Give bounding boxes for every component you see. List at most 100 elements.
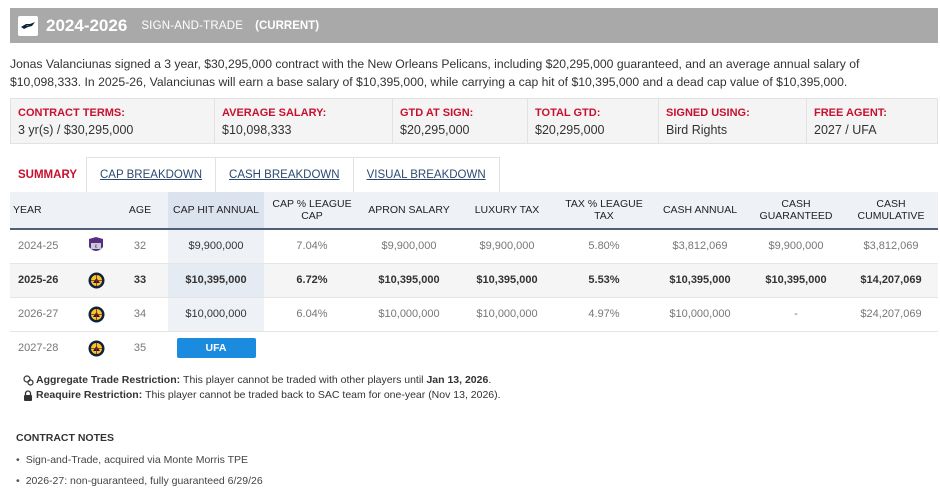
table-row: 2026-27 34 $10,000,000 6.04% $10,000,000… (10, 297, 938, 331)
cell-cash-gtd: - (794, 308, 798, 320)
cell-luxury: $10,395,000 (458, 263, 556, 297)
term-label: GTD AT SIGN: (400, 107, 474, 119)
table-row-current: 2025-26 33 $10,395,000 6.72% $10,395,000… (10, 263, 938, 297)
cell-tax-pct: 5.53% (556, 263, 652, 297)
cell-cap-pct: 6.04% (296, 308, 328, 320)
list-item: 2026-27: non-guaranteed, fully guarantee… (16, 475, 263, 496)
cell-luxury: $10,000,000 (476, 308, 538, 320)
col-header-cash-gtd: CASH GUARANTEED (759, 198, 833, 222)
aggregate-text: This player cannot be traded with other … (183, 374, 424, 386)
col-header-cap-hit: CAP HIT ANNUAL (168, 192, 264, 229)
contract-notes-list: Sign-and-Trade, acquired via Monte Morri… (16, 454, 263, 496)
contract-years: 2024-2026 (46, 15, 128, 35)
term-value: $20,295,000 (535, 123, 605, 137)
tab-summary[interactable]: SUMMARY (10, 157, 87, 192)
term-label: TOTAL GTD: (535, 107, 601, 119)
table-row: 2027-28 35 UFA (10, 331, 938, 365)
cell-apron: $9,900,000 (381, 240, 437, 253)
cell-apron: $10,000,000 (378, 308, 440, 320)
cell-apron: $10,395,000 (360, 263, 458, 297)
cell-tax-pct: 4.97% (588, 308, 620, 320)
col-header-cap-pct: CAP % LEAGUE CAP (272, 198, 352, 222)
term-value: Bird Rights (666, 123, 728, 137)
table-header-row: YEAR AGE CAP HIT ANNUAL CAP % LEAGUE CAP… (10, 192, 938, 229)
tab-cash-breakdown[interactable]: CASH BREAKDOWN (216, 157, 354, 192)
cell-year: 2027-28 (18, 342, 59, 355)
trade-restrictions: Aggregate Trade Restriction: This player… (22, 373, 501, 403)
link-restriction-icon (22, 375, 34, 387)
reacquire-label: Reaquire Restriction: (36, 389, 143, 401)
col-header-luxury: LUXURY TAX (474, 204, 540, 216)
col-header-team (80, 192, 112, 229)
term-value: 2027 / UFA (814, 123, 877, 137)
cell-age: 35 (133, 342, 147, 355)
term-label: SIGNED USING: (666, 107, 750, 119)
pelicans-logo-icon (18, 15, 38, 36)
aggregate-restriction: Aggregate Trade Restriction: This player… (22, 373, 501, 388)
contract-tabs: SUMMARY CAP BREAKDOWN CASH BREAKDOWN VIS… (10, 157, 500, 192)
cell-age: 32 (133, 240, 147, 253)
cell-cap-hit: $10,395,000 (168, 263, 264, 297)
term-label: FREE AGENT: (814, 107, 887, 119)
term-signed-using: SIGNED USING: Bird Rights (659, 99, 807, 143)
cell-cash-cum: $3,812,069 (863, 240, 919, 253)
contract-status: (CURRENT) (255, 19, 320, 32)
col-header-age: AGE (128, 204, 152, 216)
contract-terms-box: CONTRACT TERMS: 3 yr(s) / $30,295,000 AV… (10, 98, 938, 144)
cell-cash-cum: $14,207,069 (844, 263, 938, 297)
col-header-cash-annual: CASH ANNUAL (662, 204, 738, 216)
term-value: $20,295,000 (400, 123, 470, 137)
nuggets-logo-icon (88, 306, 104, 322)
aggregate-end: . (488, 374, 492, 386)
contract-header: 2024-2026 SIGN-AND-TRADE (CURRENT) (10, 8, 938, 43)
nuggets-logo-icon (88, 272, 104, 288)
contract-summary: Jonas Valanciunas signed a 3 year, $30,2… (10, 57, 860, 89)
cell-year: 2026-27 (18, 308, 59, 320)
aggregate-label: Aggregate Trade Restriction: (36, 374, 181, 386)
col-header-tax-pct: TAX % LEAGUE TAX (565, 198, 643, 222)
reacquire-restriction: Reaquire Restriction: This player cannot… (22, 388, 501, 403)
term-total-gtd: TOTAL GTD: $20,295,000 (528, 99, 659, 143)
cell-year: 2024-25 (18, 240, 59, 253)
col-header-apron: APRON SALARY (368, 204, 450, 216)
cell-luxury: $9,900,000 (479, 240, 535, 253)
term-label: AVERAGE SALARY: (222, 107, 327, 119)
cell-cap-pct: 6.72% (264, 263, 360, 297)
cell-cash-annual: $10,000,000 (669, 308, 731, 320)
tab-visual-breakdown[interactable]: VISUAL BREAKDOWN (353, 157, 500, 192)
ufa-badge: UFA (176, 338, 256, 359)
cell-cash-cum: $24,207,069 (860, 308, 922, 320)
tab-cap-breakdown[interactable]: CAP BREAKDOWN (87, 157, 217, 192)
term-contract-terms: CONTRACT TERMS: 3 yr(s) / $30,295,000 (11, 99, 215, 143)
cell-cap-pct: 7.04% (296, 240, 328, 253)
nuggets-logo-icon (88, 340, 104, 357)
term-gtd-at-sign: GTD AT SIGN: $20,295,000 (393, 99, 528, 143)
col-header-cash-cum: CASH CUMULATIVE (857, 198, 925, 222)
contract-type: SIGN-AND-TRADE (141, 19, 244, 32)
reacquire-text: This player cannot be traded back to SAC… (145, 389, 501, 401)
list-item: Sign-and-Trade, acquired via Monte Morri… (16, 454, 263, 475)
svg-text:K: K (95, 244, 98, 249)
lock-icon (22, 390, 34, 402)
kings-logo-icon: K (89, 237, 103, 252)
cell-cash-gtd: $10,395,000 (748, 263, 844, 297)
aggregate-date: Jan 13, 2026 (426, 374, 489, 386)
cell-cash-annual: $3,812,069 (672, 240, 728, 253)
term-value: 3 yr(s) / $30,295,000 (18, 123, 134, 137)
cell-age: 34 (133, 308, 147, 320)
term-free-agent: FREE AGENT: 2027 / UFA (807, 99, 937, 143)
term-label: CONTRACT TERMS: (18, 107, 125, 119)
term-average-salary: AVERAGE SALARY: $10,098,333 (215, 99, 393, 143)
cell-cap-hit: $9,900,000 (168, 229, 264, 263)
cell-cap-hit: $10,000,000 (168, 297, 264, 331)
cell-age: 33 (112, 263, 168, 297)
cell-tax-pct: 5.80% (588, 240, 620, 253)
contract-notes-title: CONTRACT NOTES (16, 432, 114, 444)
col-header-year: YEAR (13, 204, 42, 216)
cell-year: 2025-26 (10, 263, 80, 297)
cell-cash-annual: $10,395,000 (652, 263, 748, 297)
term-value: $10,098,333 (222, 123, 292, 137)
table-row: 2024-25 K 32 $9,900,000 7.04% $9,900,000… (10, 229, 938, 263)
contract-table: YEAR AGE CAP HIT ANNUAL CAP % LEAGUE CAP… (10, 192, 938, 365)
cell-cash-gtd: $9,900,000 (768, 240, 824, 253)
